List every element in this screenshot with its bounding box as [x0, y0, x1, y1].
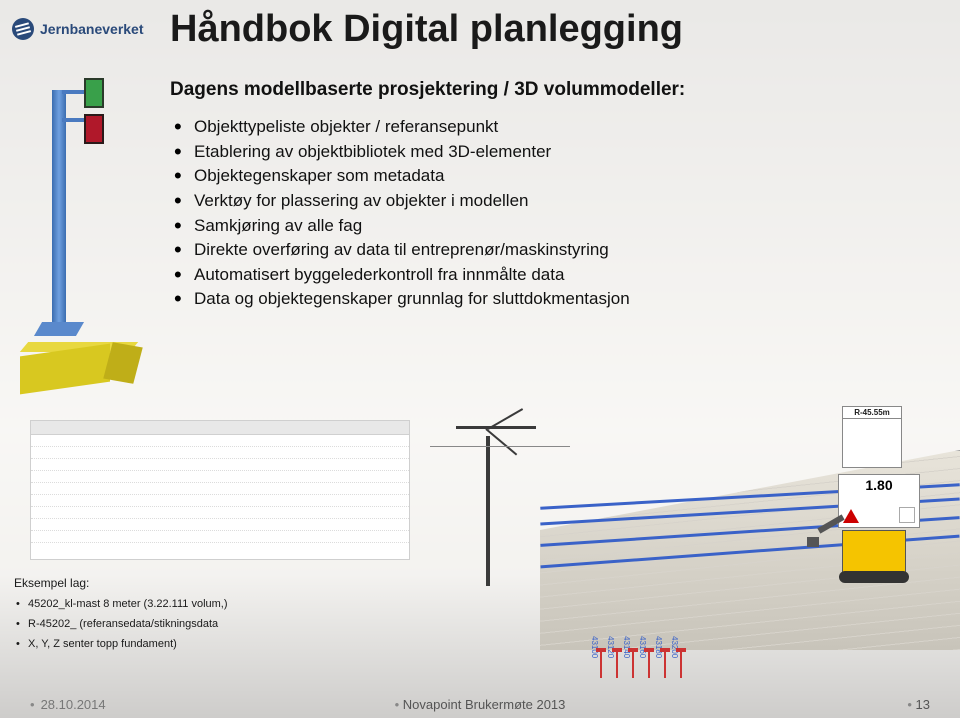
speed-sign-value: 1.80	[839, 475, 919, 493]
footer-date: 28.10.2014	[41, 697, 106, 712]
excavator-icon	[842, 530, 906, 574]
data-table-thumbnail	[30, 420, 410, 560]
bullet-item: Direkte overføring av data til entrepren…	[170, 238, 920, 263]
bullet-item: Data og objektegenskaper grunnlag for sl…	[170, 287, 920, 312]
stake-icon: 43160	[648, 650, 650, 678]
stake-icon: 43180	[664, 650, 666, 678]
slide-footer: • 28.10.2014 • Novapoint Brukermøte 2013…	[0, 697, 960, 712]
example-layer-block: Eksempel lag: 45202_kl-mast 8 meter (3.2…	[14, 576, 228, 658]
example-item: R-45202_ (referansedata/stikningsdata	[14, 618, 228, 630]
station-stakes: 43100 43120 43140 43160 43180 43200	[600, 650, 682, 678]
catenary-pylon-graphic	[430, 416, 550, 586]
content-area: Håndbok Digital planlegging Dagens model…	[170, 8, 920, 312]
warning-triangle-icon	[843, 509, 859, 523]
signal-green-icon	[84, 78, 104, 108]
stake-icon: 43100	[600, 650, 602, 678]
logo-text: Jernbaneverket	[40, 21, 144, 37]
bullet-item: Verktøy for plassering av objekter i mod…	[170, 189, 920, 214]
stake-icon: 43140	[632, 650, 634, 678]
bullet-item: Objektegenskaper som metadata	[170, 164, 920, 189]
stake-icon: 43120	[616, 650, 618, 678]
bullet-item: Etablering av objektbibliotek med 3D-ele…	[170, 140, 920, 165]
bullet-item: Samkjøring av alle fag	[170, 214, 920, 239]
footer-center: Novapoint Brukermøte 2013	[403, 697, 566, 712]
bullet-icon: •	[395, 697, 400, 712]
bullet-item: Automatisert byggelederkontroll fra innm…	[170, 263, 920, 288]
bullet-item: Objekttypeliste objekter / referansepunk…	[170, 115, 920, 140]
mast-3d-graphic	[22, 70, 122, 330]
footer-page: 13	[916, 697, 930, 712]
slide-subtitle: Dagens modellbaserte prosjektering / 3D …	[170, 79, 920, 101]
beam-3d-graphic	[10, 330, 160, 410]
example-item: 45202_kl-mast 8 meter (3.22.111 volum,)	[14, 598, 228, 610]
bullet-icon: •	[30, 697, 35, 712]
speed-sign: 1.80	[838, 474, 920, 528]
slide-title: Håndbok Digital planlegging	[170, 8, 920, 51]
bullet-icon: •	[907, 697, 912, 712]
thumbnail-icon	[899, 507, 915, 523]
info-sign-small: R-45.55m	[842, 406, 902, 468]
sign-small-label: R-45.55m	[843, 407, 901, 419]
example-heading: Eksempel lag:	[14, 576, 228, 590]
slide: Jernbaneverket Håndbok Digital planleggi…	[0, 0, 960, 718]
brand-logo: Jernbaneverket	[12, 18, 144, 40]
stake-icon: 43200	[680, 650, 682, 678]
signal-red-icon	[84, 114, 104, 144]
logo-icon	[12, 18, 34, 40]
bullet-list: Objekttypeliste objekter / referansepunk…	[170, 115, 920, 312]
example-item: X, Y, Z senter topp fundament)	[14, 638, 228, 650]
